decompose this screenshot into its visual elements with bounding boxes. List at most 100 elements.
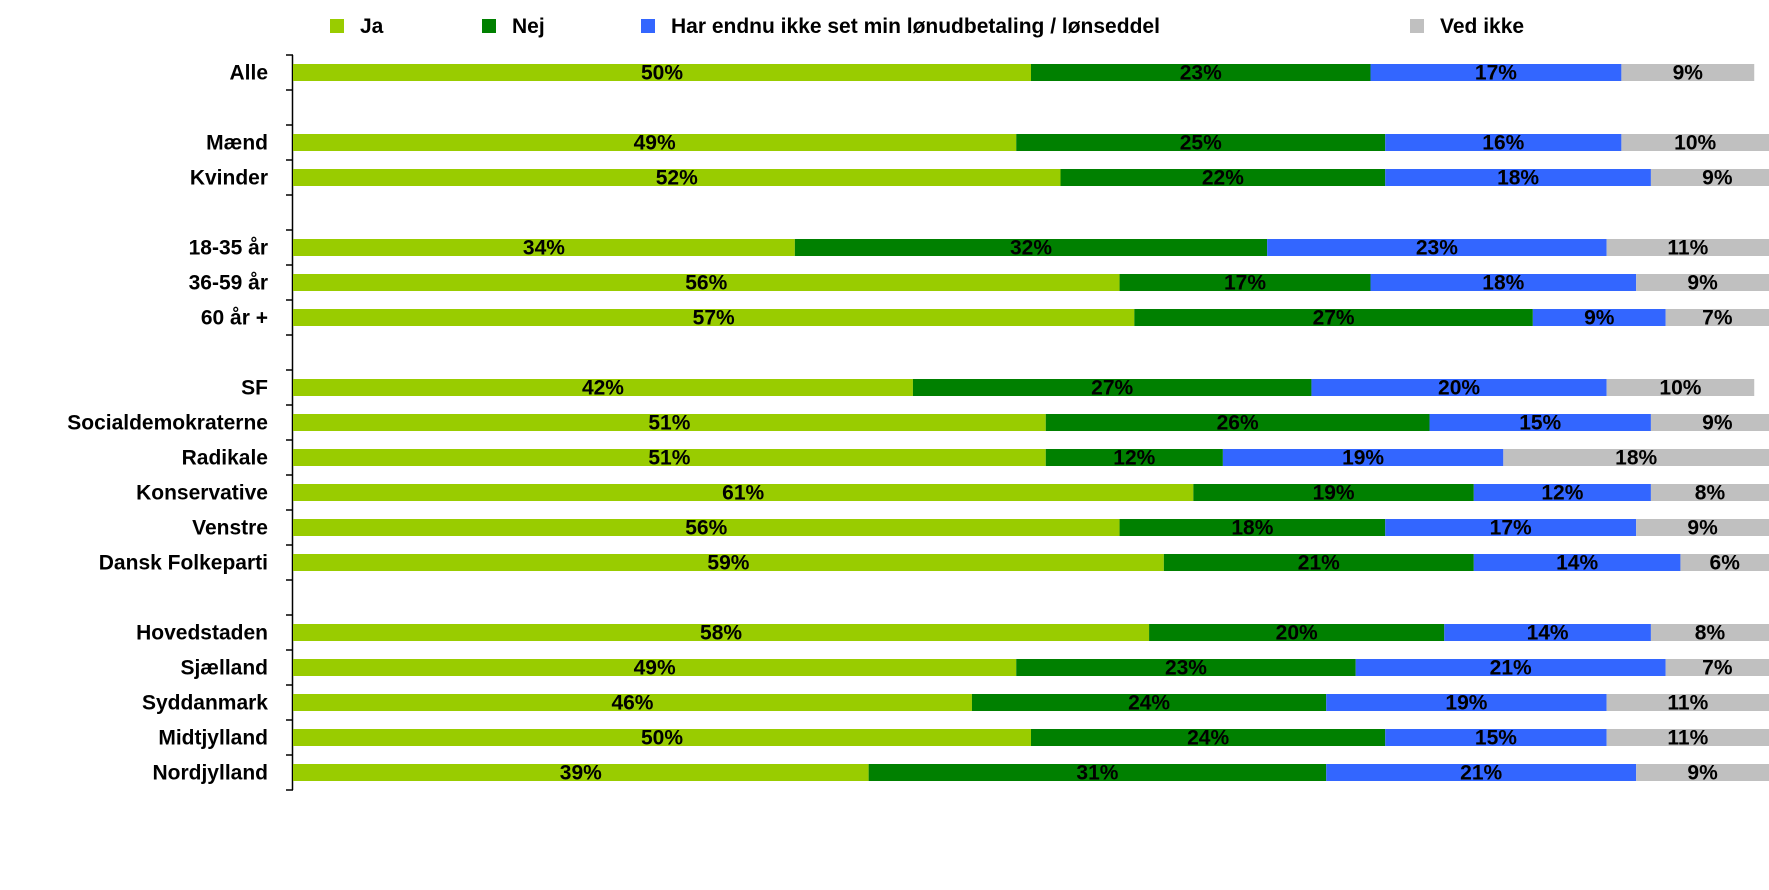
bar-socialdemokraterne-ja bbox=[293, 414, 1046, 431]
bar-60-aar-ikke-set bbox=[1532, 309, 1666, 326]
bar-konservative-nej bbox=[1193, 484, 1474, 501]
value-label-venstre-ikke-set: 17% bbox=[1490, 517, 1532, 540]
value-label-sf-ja: 42% bbox=[582, 377, 624, 400]
value-label-hovedstaden-nej: 20% bbox=[1276, 622, 1318, 645]
value-label-36-59-aar-ved-ikke: 9% bbox=[1687, 272, 1718, 295]
value-label-kvinder-nej: 22% bbox=[1202, 167, 1244, 190]
value-label-18-35-aar-ikke-set: 23% bbox=[1416, 237, 1458, 260]
value-label-socialdemokraterne-ikke-set: 15% bbox=[1519, 412, 1561, 435]
value-label-socialdemokraterne-ja: 51% bbox=[648, 412, 690, 435]
bar-socialdemokraterne-nej bbox=[1045, 414, 1430, 431]
bar-sjaelland-ikke-set bbox=[1355, 659, 1666, 676]
bar-maend-ja bbox=[293, 134, 1017, 151]
value-label-radikale-ja: 51% bbox=[648, 447, 690, 470]
value-label-36-59-aar-ikke-set: 18% bbox=[1482, 272, 1524, 295]
value-label-18-35-aar-ja: 34% bbox=[523, 237, 565, 260]
value-label-sjaelland-ved-ikke: 7% bbox=[1702, 657, 1733, 680]
bar-hovedstaden-ikke-set bbox=[1444, 624, 1651, 641]
value-label-syddanmark-ved-ikke: 11% bbox=[1667, 692, 1708, 715]
category-label-sf: SF bbox=[241, 377, 268, 400]
legend-label-ja: Ja bbox=[360, 15, 384, 38]
legend-label-ikke-set: Har endnu ikke set min lønudbetaling / l… bbox=[671, 15, 1160, 38]
category-label-nordjylland: Nordjylland bbox=[152, 762, 268, 785]
value-label-maend-ved-ikke: 10% bbox=[1674, 132, 1716, 155]
bar-18-35-aar-ved-ikke bbox=[1606, 239, 1769, 256]
value-label-alle-ja: 50% bbox=[641, 62, 683, 85]
value-label-midtjylland-nej: 24% bbox=[1187, 727, 1229, 750]
value-label-60-aar-ikke-set: 9% bbox=[1584, 307, 1615, 330]
category-label-maend: Mænd bbox=[206, 132, 268, 155]
value-label-maend-ja: 49% bbox=[634, 132, 676, 155]
value-label-radikale-ved-ikke: 18% bbox=[1615, 447, 1657, 470]
bar-konservative-ved-ikke bbox=[1650, 484, 1769, 501]
value-label-dansk-folkeparti-ikke-set: 14% bbox=[1556, 552, 1598, 575]
value-label-socialdemokraterne-nej: 26% bbox=[1217, 412, 1259, 435]
value-label-midtjylland-ja: 50% bbox=[641, 727, 683, 750]
category-label-18-35-aar: 18-35 år bbox=[189, 237, 268, 260]
bar-alle-nej bbox=[1031, 64, 1371, 81]
value-label-60-aar-nej: 27% bbox=[1313, 307, 1355, 330]
value-label-60-aar-ja: 57% bbox=[693, 307, 735, 330]
category-label-konservative: Konservative bbox=[136, 482, 268, 505]
value-label-alle-nej: 23% bbox=[1180, 62, 1222, 85]
bar-36-59-aar-ikke-set bbox=[1370, 274, 1637, 291]
bar-36-59-aar-nej bbox=[1119, 274, 1371, 291]
value-label-konservative-nej: 19% bbox=[1313, 482, 1355, 505]
bar-60-aar-ja bbox=[293, 309, 1135, 326]
value-label-midtjylland-ved-ikke: 11% bbox=[1667, 727, 1708, 750]
bar-midtjylland-ved-ikke bbox=[1606, 729, 1769, 746]
bar-hovedstaden-nej bbox=[1149, 624, 1445, 641]
bar-dansk-folkeparti-ja bbox=[293, 554, 1164, 571]
bar-syddanmark-ikke-set bbox=[1326, 694, 1607, 711]
value-label-venstre-ja: 56% bbox=[685, 517, 727, 540]
value-label-36-59-aar-nej: 17% bbox=[1224, 272, 1266, 295]
bar-syddanmark-ja bbox=[293, 694, 972, 711]
value-label-sjaelland-ja: 49% bbox=[634, 657, 676, 680]
value-label-sjaelland-ikke-set: 21% bbox=[1490, 657, 1532, 680]
value-label-maend-ikke-set: 16% bbox=[1482, 132, 1524, 155]
bars-area bbox=[293, 64, 1769, 781]
chart-legend: Ja Nej Har endnu ikke set min lønudbetalin… bbox=[330, 15, 1524, 38]
category-label-kvinder: Kvinder bbox=[190, 167, 268, 190]
bar-sf-nej bbox=[912, 379, 1312, 396]
bar-hovedstaden-ved-ikke bbox=[1650, 624, 1769, 641]
bar-maend-nej bbox=[1016, 134, 1386, 151]
bar-dansk-folkeparti-nej bbox=[1163, 554, 1474, 571]
value-label-60-aar-ved-ikke: 7% bbox=[1702, 307, 1733, 330]
category-label-sjaelland: Sjælland bbox=[180, 657, 268, 680]
value-label-hovedstaden-ja: 58% bbox=[700, 622, 742, 645]
legend-swatch-ikke-set bbox=[641, 19, 655, 33]
bar-venstre-ja bbox=[293, 519, 1120, 536]
legend-label-ved-ikke: Ved ikke bbox=[1440, 15, 1524, 38]
value-labels: 50% 23% 17% 9% 49% 25% 16% 10% 52% 22% 18% 9% 34% 32%… bbox=[523, 62, 1740, 785]
bar-sf-ja bbox=[293, 379, 913, 396]
bar-60-aar-ved-ikke bbox=[1665, 309, 1769, 326]
value-label-radikale-nej: 12% bbox=[1113, 447, 1155, 470]
bar-hovedstaden-ja bbox=[293, 624, 1150, 641]
value-label-maend-nej: 25% bbox=[1180, 132, 1222, 155]
value-label-sf-ved-ikke: 10% bbox=[1659, 377, 1701, 400]
value-label-hovedstaden-ved-ikke: 8% bbox=[1695, 622, 1726, 645]
bar-socialdemokraterne-ikke-set bbox=[1429, 414, 1651, 431]
value-label-hovedstaden-ikke-set: 14% bbox=[1527, 622, 1569, 645]
category-label-venstre: Venstre bbox=[192, 517, 268, 540]
bar-36-59-aar-ved-ikke bbox=[1636, 274, 1769, 291]
value-label-36-59-aar-ja: 56% bbox=[685, 272, 727, 295]
category-axis bbox=[286, 54, 294, 791]
legend-swatch-nej bbox=[482, 19, 496, 33]
bar-radikale-ja bbox=[293, 449, 1046, 466]
bar-60-aar-nej bbox=[1134, 309, 1533, 326]
value-label-dansk-folkeparti-nej: 21% bbox=[1298, 552, 1340, 575]
value-label-radikale-ikke-set: 19% bbox=[1342, 447, 1384, 470]
bar-socialdemokraterne-ved-ikke bbox=[1650, 414, 1769, 431]
value-label-dansk-folkeparti-ja: 59% bbox=[707, 552, 749, 575]
bar-sjaelland-ved-ikke bbox=[1665, 659, 1769, 676]
bar-nordjylland-nej bbox=[868, 764, 1327, 781]
value-label-syddanmark-nej: 24% bbox=[1128, 692, 1170, 715]
bar-syddanmark-ved-ikke bbox=[1606, 694, 1769, 711]
category-label-syddanmark: Syddanmark bbox=[142, 692, 268, 715]
value-label-nordjylland-ved-ikke: 9% bbox=[1687, 762, 1718, 785]
category-label-36-59-aar: 36-59 år bbox=[189, 272, 268, 295]
bar-konservative-ikke-set bbox=[1473, 484, 1651, 501]
